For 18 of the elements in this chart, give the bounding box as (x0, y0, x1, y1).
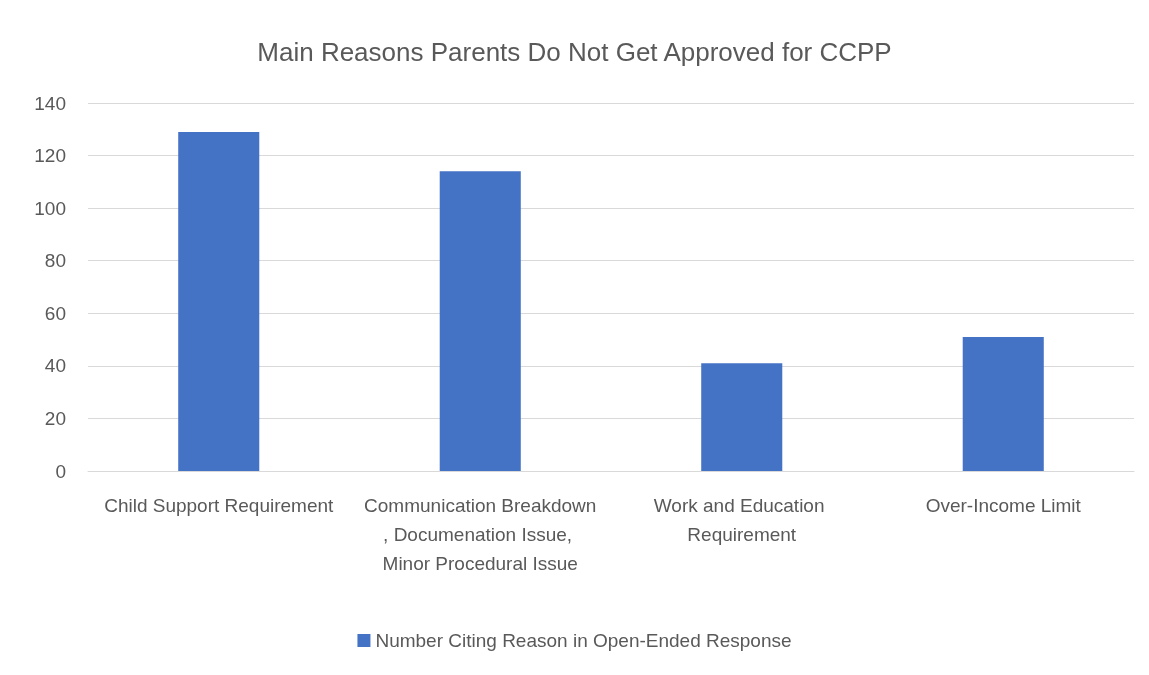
y-tick-label: 100 (34, 197, 66, 219)
y-tick-label: 120 (34, 145, 66, 167)
y-tick-label: 20 (44, 407, 66, 429)
x-tick-label: Work and Education Requirement (653, 495, 830, 545)
y-tick-label: 40 (44, 355, 66, 377)
bar (439, 171, 521, 471)
bar (962, 336, 1044, 471)
y-tick-label: 0 (55, 460, 66, 482)
bar (178, 131, 260, 471)
bar (701, 363, 783, 471)
x-tick-label: Communication Breakdown, Documenation Issue, Minor Procedural Issue (364, 495, 597, 574)
x-tick-label: Child Support Requirement (104, 495, 335, 516)
legend-label: Number Citing Reason in Open-Ended Response (375, 630, 792, 651)
chart-title: Main Reasons Parents Do Not Get Approved for CCPP (257, 37, 892, 67)
y-tick-label: 80 (44, 250, 66, 272)
y-tick-label: 60 (44, 302, 66, 324)
y-tick-label: 140 (34, 92, 66, 114)
x-tick-label: Over-Income Limit (925, 495, 1082, 516)
